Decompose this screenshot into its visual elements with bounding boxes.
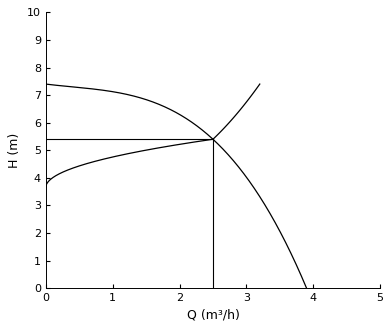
Y-axis label: H (m): H (m) [8,133,21,168]
X-axis label: Q (m³/h): Q (m³/h) [187,309,240,322]
